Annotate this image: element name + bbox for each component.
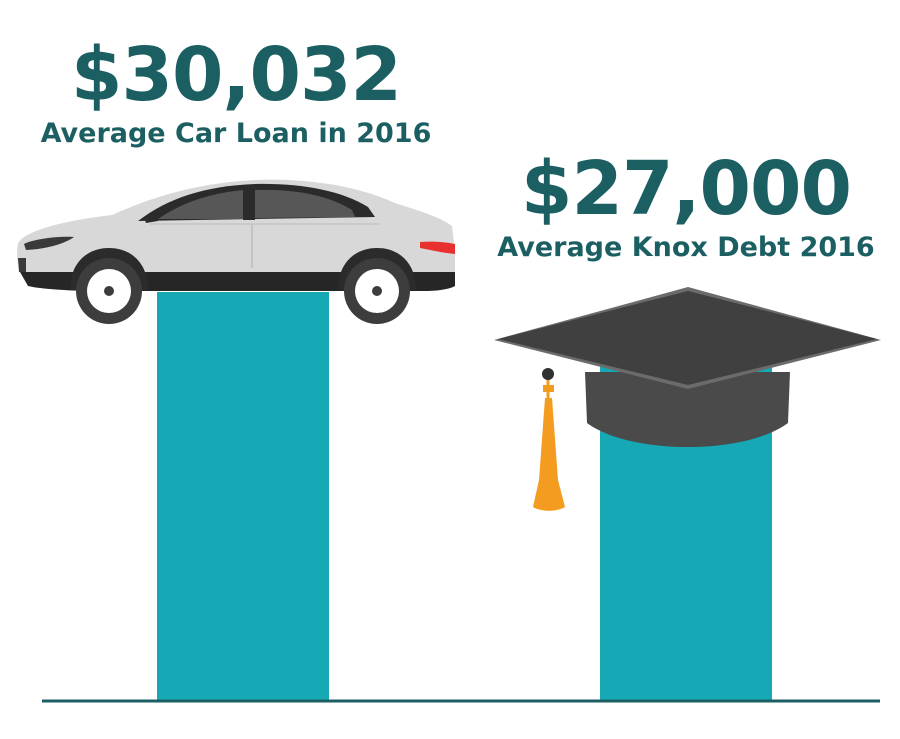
value-label-car-loan: $30,032 (71, 32, 401, 118)
category-label-knox-debt: Average Knox Debt 2016 (497, 232, 874, 263)
bar-car-loan (157, 292, 329, 701)
graduation-cap-icon (494, 287, 881, 511)
category-label-car-loan: Average Car Loan in 2016 (41, 118, 432, 149)
car-icon (16, 179, 456, 324)
value-label-knox-debt: $27,000 (521, 146, 851, 232)
